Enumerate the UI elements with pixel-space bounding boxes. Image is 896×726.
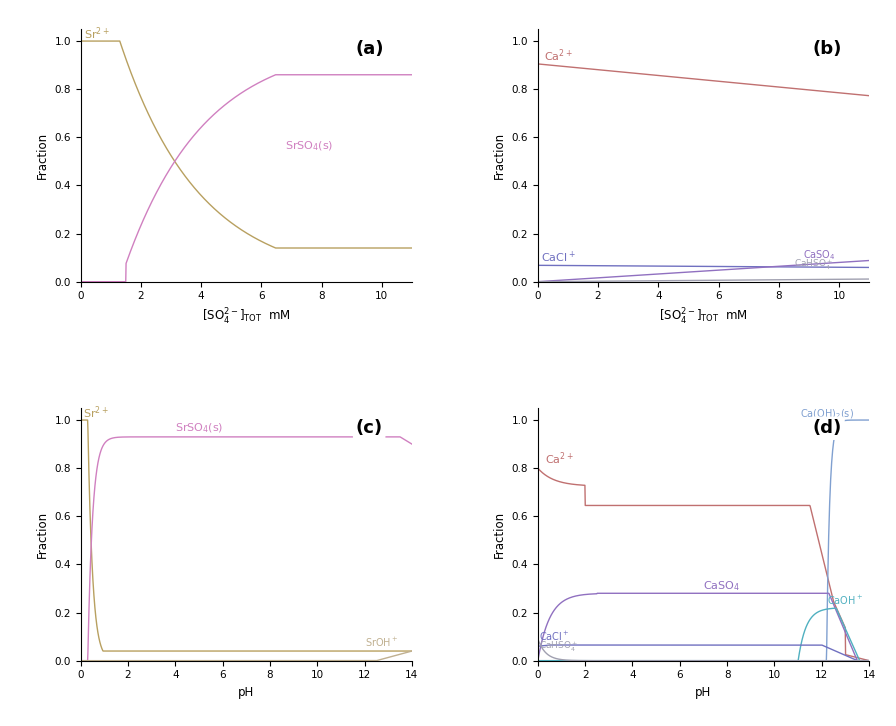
Text: $\mathrm{SrOH^+}$: $\mathrm{SrOH^+}$ xyxy=(365,636,398,650)
Text: $\mathrm{SrSO_4(s)}$: $\mathrm{SrSO_4(s)}$ xyxy=(286,139,334,153)
X-axis label: $[\mathrm{SO_4^{2-}}]_\mathrm{TOT}$  mM: $[\mathrm{SO_4^{2-}}]_\mathrm{TOT}$ mM xyxy=(659,307,748,327)
Text: $\mathrm{SrSO_4(s)}$: $\mathrm{SrSO_4(s)}$ xyxy=(176,421,224,435)
Text: $\mathrm{CaSO_4}$: $\mathrm{CaSO_4}$ xyxy=(703,579,740,593)
Text: $\mathrm{CaHSO_4^+}$: $\mathrm{CaHSO_4^+}$ xyxy=(539,640,578,653)
Text: $\mathrm{CaCl^+}$: $\mathrm{CaCl^+}$ xyxy=(539,630,570,643)
Text: (b): (b) xyxy=(813,41,842,58)
Y-axis label: Fraction: Fraction xyxy=(36,132,49,179)
X-axis label: $[\mathrm{SO_4^{2-}}]_\mathrm{TOT}$  mM: $[\mathrm{SO_4^{2-}}]_\mathrm{TOT}$ mM xyxy=(202,307,290,327)
Text: $\mathrm{Ca(OH)_2(s)}$: $\mathrm{Ca(OH)_2(s)}$ xyxy=(800,408,855,421)
Text: $\mathrm{Sr^{2+}}$: $\mathrm{Sr^{2+}}$ xyxy=(83,25,109,42)
X-axis label: pH: pH xyxy=(695,686,711,699)
Text: $\mathrm{CaCl^+}$: $\mathrm{CaCl^+}$ xyxy=(541,250,575,265)
Text: $\mathrm{CaSO_4}$: $\mathrm{CaSO_4}$ xyxy=(803,248,836,262)
Text: $\mathrm{Sr^{2+}}$: $\mathrm{Sr^{2+}}$ xyxy=(83,404,108,421)
Text: $\mathrm{Ca^{2+}}$: $\mathrm{Ca^{2+}}$ xyxy=(545,450,573,467)
Text: $\mathrm{CaHSO_4^+}$: $\mathrm{CaHSO_4^+}$ xyxy=(794,258,833,272)
Text: $\mathrm{CaOH^+}$: $\mathrm{CaOH^+}$ xyxy=(826,594,863,608)
Text: (d): (d) xyxy=(813,420,842,437)
Text: (a): (a) xyxy=(356,41,384,58)
Y-axis label: Fraction: Fraction xyxy=(493,132,506,179)
Y-axis label: Fraction: Fraction xyxy=(493,511,506,558)
Text: $\mathrm{Ca^{2+}}$: $\mathrm{Ca^{2+}}$ xyxy=(544,47,573,64)
Y-axis label: Fraction: Fraction xyxy=(36,511,49,558)
Text: (c): (c) xyxy=(356,420,383,437)
X-axis label: pH: pH xyxy=(238,686,254,699)
